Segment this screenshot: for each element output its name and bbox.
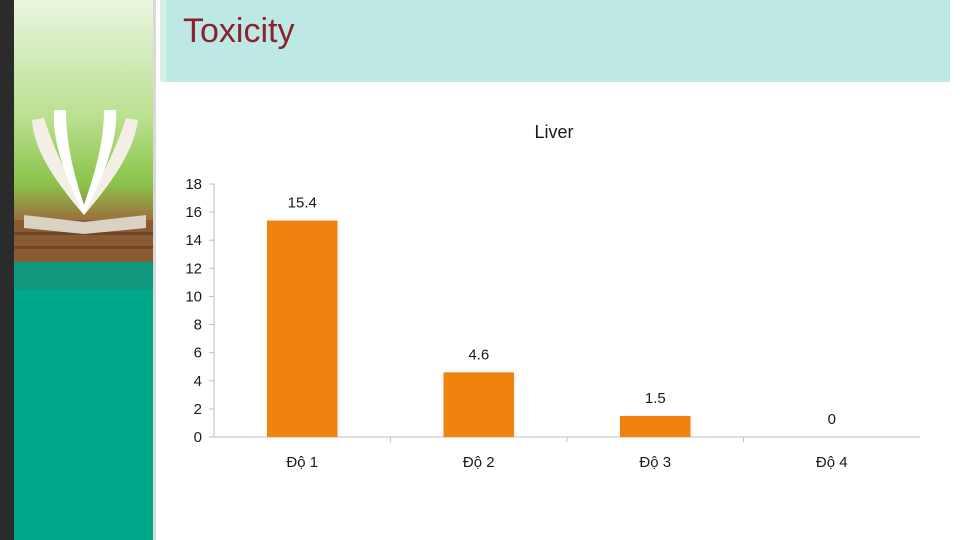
y-tick-label: 12 bbox=[185, 260, 202, 277]
open-book-image bbox=[14, 110, 155, 262]
bar-2 bbox=[443, 372, 515, 437]
chart-title: Liver bbox=[534, 122, 573, 142]
book-photo bbox=[14, 0, 155, 262]
y-tick-label: 10 bbox=[185, 288, 202, 305]
x-tick-label: Độ 2 bbox=[463, 454, 495, 471]
y-tick-label: 14 bbox=[185, 232, 202, 249]
data-label-4: 0 bbox=[828, 411, 836, 428]
left-dark-strip bbox=[0, 0, 14, 540]
y-tick-label: 0 bbox=[194, 429, 202, 446]
bar-3 bbox=[619, 415, 691, 437]
panel-divider bbox=[153, 0, 156, 540]
y-tick-label: 16 bbox=[185, 204, 202, 221]
data-label-3: 1.5 bbox=[645, 390, 666, 407]
slide-title: Toxicity bbox=[183, 12, 295, 50]
side-panel bbox=[14, 0, 155, 540]
chart-bars bbox=[266, 220, 691, 437]
y-tick-label: 8 bbox=[194, 317, 202, 334]
header-accent bbox=[160, 0, 166, 82]
x-tick-label: Độ 3 bbox=[639, 454, 671, 471]
data-label-2: 4.6 bbox=[468, 346, 489, 363]
data-label-1: 15.4 bbox=[288, 195, 317, 212]
y-tick-label: 6 bbox=[194, 345, 202, 362]
chart-data-labels: 15.4 4.6 1.5 0 bbox=[288, 195, 836, 428]
y-tick-label: 18 bbox=[185, 176, 202, 193]
side-panel-band bbox=[14, 262, 155, 290]
y-tick-label: 2 bbox=[194, 401, 202, 418]
x-tick-label: Độ 4 bbox=[816, 454, 848, 471]
x-tick-label: Độ 1 bbox=[286, 454, 318, 471]
bar-chart: Liver 0 2 4 6 8 10 12 14 16 18 Độ 1 Độ 2 Độ 3 Độ 4 15… bbox=[185, 122, 920, 471]
bar-1 bbox=[266, 220, 338, 437]
chart-axes: 0 2 4 6 8 10 12 14 16 18 Độ 1 Độ 2 Độ 3 Độ 4 bbox=[185, 176, 920, 471]
header-bar bbox=[160, 0, 950, 82]
y-tick-label: 4 bbox=[194, 373, 202, 390]
